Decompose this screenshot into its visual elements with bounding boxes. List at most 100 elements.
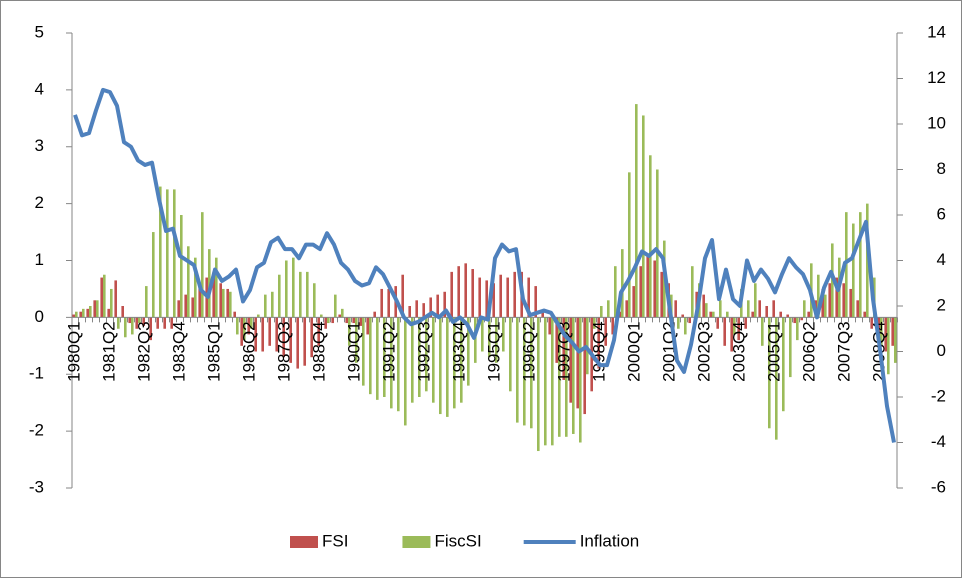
bar bbox=[747, 300, 750, 318]
bar bbox=[495, 317, 498, 363]
bar bbox=[278, 274, 281, 318]
bar bbox=[828, 283, 831, 318]
bar bbox=[485, 280, 488, 318]
bar bbox=[859, 212, 862, 318]
bar bbox=[194, 257, 197, 318]
bar bbox=[79, 311, 82, 318]
x-tick-label: 1980Q1 bbox=[64, 321, 83, 382]
bar bbox=[184, 294, 187, 318]
bar bbox=[688, 317, 691, 324]
bar bbox=[572, 317, 575, 434]
x-tick-label: 2000Q1 bbox=[624, 321, 643, 382]
bar bbox=[145, 286, 148, 318]
bar bbox=[212, 271, 215, 318]
y-tick-label: 4 bbox=[35, 79, 44, 98]
bar bbox=[366, 317, 369, 335]
bar bbox=[681, 314, 684, 318]
bar bbox=[464, 263, 467, 318]
y2-tick-label: 12 bbox=[927, 68, 946, 87]
x-tick-label: 1988Q4 bbox=[309, 321, 328, 382]
bar bbox=[649, 155, 652, 318]
bar bbox=[744, 317, 747, 329]
bar bbox=[271, 291, 274, 318]
bar bbox=[75, 311, 78, 318]
bar bbox=[289, 317, 292, 363]
bar bbox=[460, 317, 463, 403]
bar bbox=[215, 257, 218, 318]
bar bbox=[488, 317, 491, 358]
bar bbox=[807, 311, 810, 318]
bar bbox=[691, 266, 694, 318]
bar bbox=[800, 317, 803, 321]
legend-swatch bbox=[402, 536, 431, 548]
bar bbox=[796, 317, 799, 341]
bar bbox=[450, 271, 453, 318]
bar bbox=[187, 246, 190, 318]
bar bbox=[803, 300, 806, 318]
bar bbox=[758, 300, 761, 318]
bar bbox=[754, 283, 757, 318]
bar bbox=[709, 311, 712, 318]
bar bbox=[117, 317, 120, 329]
bar bbox=[527, 277, 530, 318]
bar bbox=[506, 277, 509, 318]
bar bbox=[471, 269, 474, 318]
bar bbox=[684, 317, 687, 335]
bar bbox=[565, 317, 568, 437]
bar bbox=[177, 300, 180, 318]
bar bbox=[628, 172, 631, 318]
bar bbox=[313, 283, 316, 318]
x-tick-label: 1992Q3 bbox=[414, 321, 433, 382]
bar bbox=[208, 249, 211, 318]
bar bbox=[352, 317, 355, 324]
bar bbox=[390, 317, 393, 409]
bar bbox=[275, 317, 278, 352]
bar bbox=[236, 317, 239, 335]
y2-tick-label: 10 bbox=[927, 113, 946, 132]
bar bbox=[124, 317, 127, 338]
bar bbox=[100, 277, 103, 318]
bar bbox=[824, 294, 827, 318]
bar bbox=[324, 317, 327, 329]
bar bbox=[110, 288, 113, 318]
bar bbox=[558, 317, 561, 437]
bar bbox=[716, 317, 719, 329]
bar bbox=[775, 317, 778, 440]
bar bbox=[551, 317, 554, 446]
x-tick-label: 1995Q1 bbox=[484, 321, 503, 382]
bar bbox=[425, 317, 428, 392]
x-tick-label: 2005Q1 bbox=[764, 321, 783, 382]
bar bbox=[712, 311, 715, 318]
bar bbox=[537, 317, 540, 452]
y2-tick-label: 2 bbox=[937, 295, 946, 314]
bar bbox=[387, 288, 390, 318]
bar bbox=[677, 317, 680, 329]
legend-label: FiscSI bbox=[434, 531, 481, 550]
bar bbox=[166, 189, 169, 318]
bar bbox=[107, 308, 110, 318]
bar bbox=[478, 277, 481, 318]
bar bbox=[103, 274, 106, 318]
bar bbox=[397, 317, 400, 412]
bar bbox=[219, 283, 222, 318]
x-tick-label: 1986Q2 bbox=[239, 321, 258, 382]
x-tick-label: 1996Q2 bbox=[519, 321, 538, 382]
y2-tick-label: 0 bbox=[937, 341, 946, 360]
bar bbox=[597, 317, 600, 369]
bar bbox=[499, 274, 502, 318]
y-tick-label: 5 bbox=[35, 22, 44, 41]
bar bbox=[285, 260, 288, 318]
y2-tick-label: -4 bbox=[931, 432, 946, 451]
bar bbox=[866, 203, 869, 318]
bar bbox=[320, 314, 323, 318]
bar bbox=[786, 314, 789, 318]
bar bbox=[341, 308, 344, 318]
bar bbox=[310, 317, 313, 358]
bar bbox=[849, 288, 852, 318]
bar bbox=[156, 317, 159, 329]
bar bbox=[222, 288, 225, 318]
x-tick-label: 1998Q4 bbox=[589, 321, 608, 382]
y-tick-label: 1 bbox=[35, 250, 44, 269]
bar bbox=[534, 286, 537, 318]
